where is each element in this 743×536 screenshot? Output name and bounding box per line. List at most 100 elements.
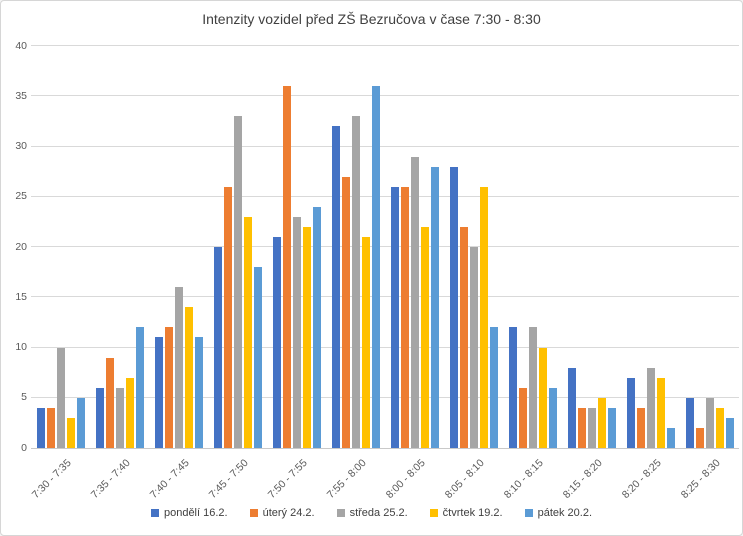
bar-s2-c11: [705, 397, 714, 448]
bar-s1-c1: [105, 357, 114, 448]
x-axis-line: [31, 448, 739, 449]
bar-s3-c4: [302, 226, 311, 448]
legend-swatch-icon: [429, 509, 438, 517]
bar-s1-c0: [46, 407, 55, 448]
x-axis-label: 7:50 - 7:55: [266, 457, 310, 501]
bar-s2-c10: [646, 367, 655, 448]
bar-s3-c5: [361, 236, 370, 448]
bar-s0-c5: [331, 126, 340, 448]
bar-s0-c0: [36, 407, 45, 448]
gridline: [31, 396, 739, 398]
y-tick-label: 10: [15, 341, 27, 353]
bar-s1-c3: [223, 186, 232, 448]
legend-label: úterý 24.2.: [262, 507, 315, 519]
bar-s3-c2: [184, 307, 193, 448]
bar-s4-c8: [548, 387, 557, 448]
bar-s2-c3: [233, 116, 242, 448]
bar-s3-c7: [479, 186, 488, 448]
legend-item-s2: středa 25.2.: [336, 507, 408, 519]
bar-s1-c7: [459, 226, 468, 448]
bar-s2-c0: [56, 347, 65, 448]
y-tick-label: 0: [21, 441, 27, 454]
bar-s3-c11: [715, 407, 724, 448]
gridline: [31, 346, 739, 348]
legend-item-s0: pondělí 16.2.: [150, 507, 228, 519]
x-axis-label: 7:55 - 8:00: [325, 457, 369, 501]
gridline: [31, 246, 739, 247]
y-tick-label: 40: [15, 39, 27, 52]
bar-s2-c1: [115, 387, 124, 448]
legend-swatch-icon: [249, 509, 258, 517]
bar-s0-c9: [567, 367, 576, 448]
bar-s2-c4: [292, 216, 301, 448]
x-axis-label: 7:45 - 7:50: [207, 457, 251, 501]
legend-item-s3: čtvrtek 19.2.: [429, 507, 503, 519]
bar-s0-c2: [154, 337, 163, 448]
bar-s4-c5: [371, 86, 380, 448]
gridline: [31, 195, 739, 197]
y-tick-label: 5: [21, 391, 27, 404]
legend-swatch-icon: [524, 509, 533, 517]
legend-label: pondělí 16.2.: [163, 507, 228, 519]
bar-s3-c1: [125, 377, 134, 448]
bar-s4-c4: [312, 206, 321, 448]
x-axis-label: 7:30 - 7:35: [30, 457, 74, 501]
x-axis-label: 8:20 - 8:25: [620, 457, 664, 501]
bar-s0-c11: [685, 397, 694, 448]
bar-s1-c4: [282, 86, 291, 448]
gridline: [31, 95, 739, 97]
bar-s1-c5: [341, 176, 350, 448]
chart-title: Intenzity vozidel před ZŠ Bezručova v ča…: [202, 11, 541, 27]
y-tick-label: 25: [15, 190, 27, 203]
x-axis-label: 8:25 - 8:30: [679, 457, 723, 501]
bar-s4-c7: [489, 327, 498, 448]
bar-s4-c2: [194, 337, 203, 448]
bar-s1-c6: [400, 186, 409, 448]
bar-s1-c2: [164, 327, 173, 448]
plot-area: [31, 45, 739, 449]
bar-s0-c8: [508, 327, 517, 448]
bar-s4-c10: [666, 427, 675, 448]
legend-item-s1: úterý 24.2.: [249, 507, 315, 519]
bar-s4-c11: [725, 417, 734, 448]
legend-label: čtvrtek 19.2.: [442, 507, 503, 519]
bar-s2-c2: [174, 287, 183, 448]
x-axis-label: 7:40 - 7:45: [148, 457, 192, 501]
bar-s2-c6: [410, 156, 419, 448]
bar-s3-c9: [597, 397, 606, 448]
bar-s0-c10: [626, 377, 635, 448]
x-axis-label: 8:15 - 8:20: [561, 457, 605, 501]
bar-s0-c1: [95, 387, 104, 448]
bar-s0-c6: [390, 186, 399, 448]
bar-s2-c7: [469, 247, 478, 448]
bar-s3-c10: [656, 377, 665, 448]
bar-s4-c9: [607, 407, 616, 448]
bar-s3-c0: [66, 417, 75, 448]
x-axis-label: 8:00 - 8:05: [384, 457, 428, 501]
bar-s0-c7: [449, 166, 458, 448]
bar-s0-c4: [272, 236, 281, 448]
gridline: [31, 145, 739, 147]
bar-s4-c6: [430, 166, 439, 448]
x-axis-label: 8:05 - 8:10: [443, 457, 487, 501]
bar-s2-c5: [351, 116, 360, 448]
bar-s3-c6: [420, 226, 429, 448]
legend-item-s4: pátek 20.2.: [524, 507, 593, 519]
bar-s1-c8: [518, 387, 527, 448]
legend: pondělí 16.2. úterý 24.2. středa 25.2. čtvr…: [1, 507, 742, 519]
legend-label: středa 25.2.: [349, 507, 408, 519]
gridline: [31, 296, 739, 298]
bar-s1-c11: [695, 427, 704, 448]
y-tick-label: 30: [15, 140, 27, 152]
bar-s3-c3: [243, 216, 252, 448]
y-tick-label: 15: [15, 290, 27, 303]
bar-s1-c10: [636, 407, 645, 448]
bar-s4-c3: [253, 267, 262, 448]
x-axis-label: 7:35 - 7:40: [89, 457, 133, 501]
bar-s2-c9: [587, 407, 596, 448]
legend-label: pátek 20.2.: [537, 507, 593, 519]
x-axis-label: 8:10 - 8:15: [502, 457, 546, 501]
gridline: [31, 45, 739, 46]
y-tick-label: 20: [15, 240, 27, 253]
